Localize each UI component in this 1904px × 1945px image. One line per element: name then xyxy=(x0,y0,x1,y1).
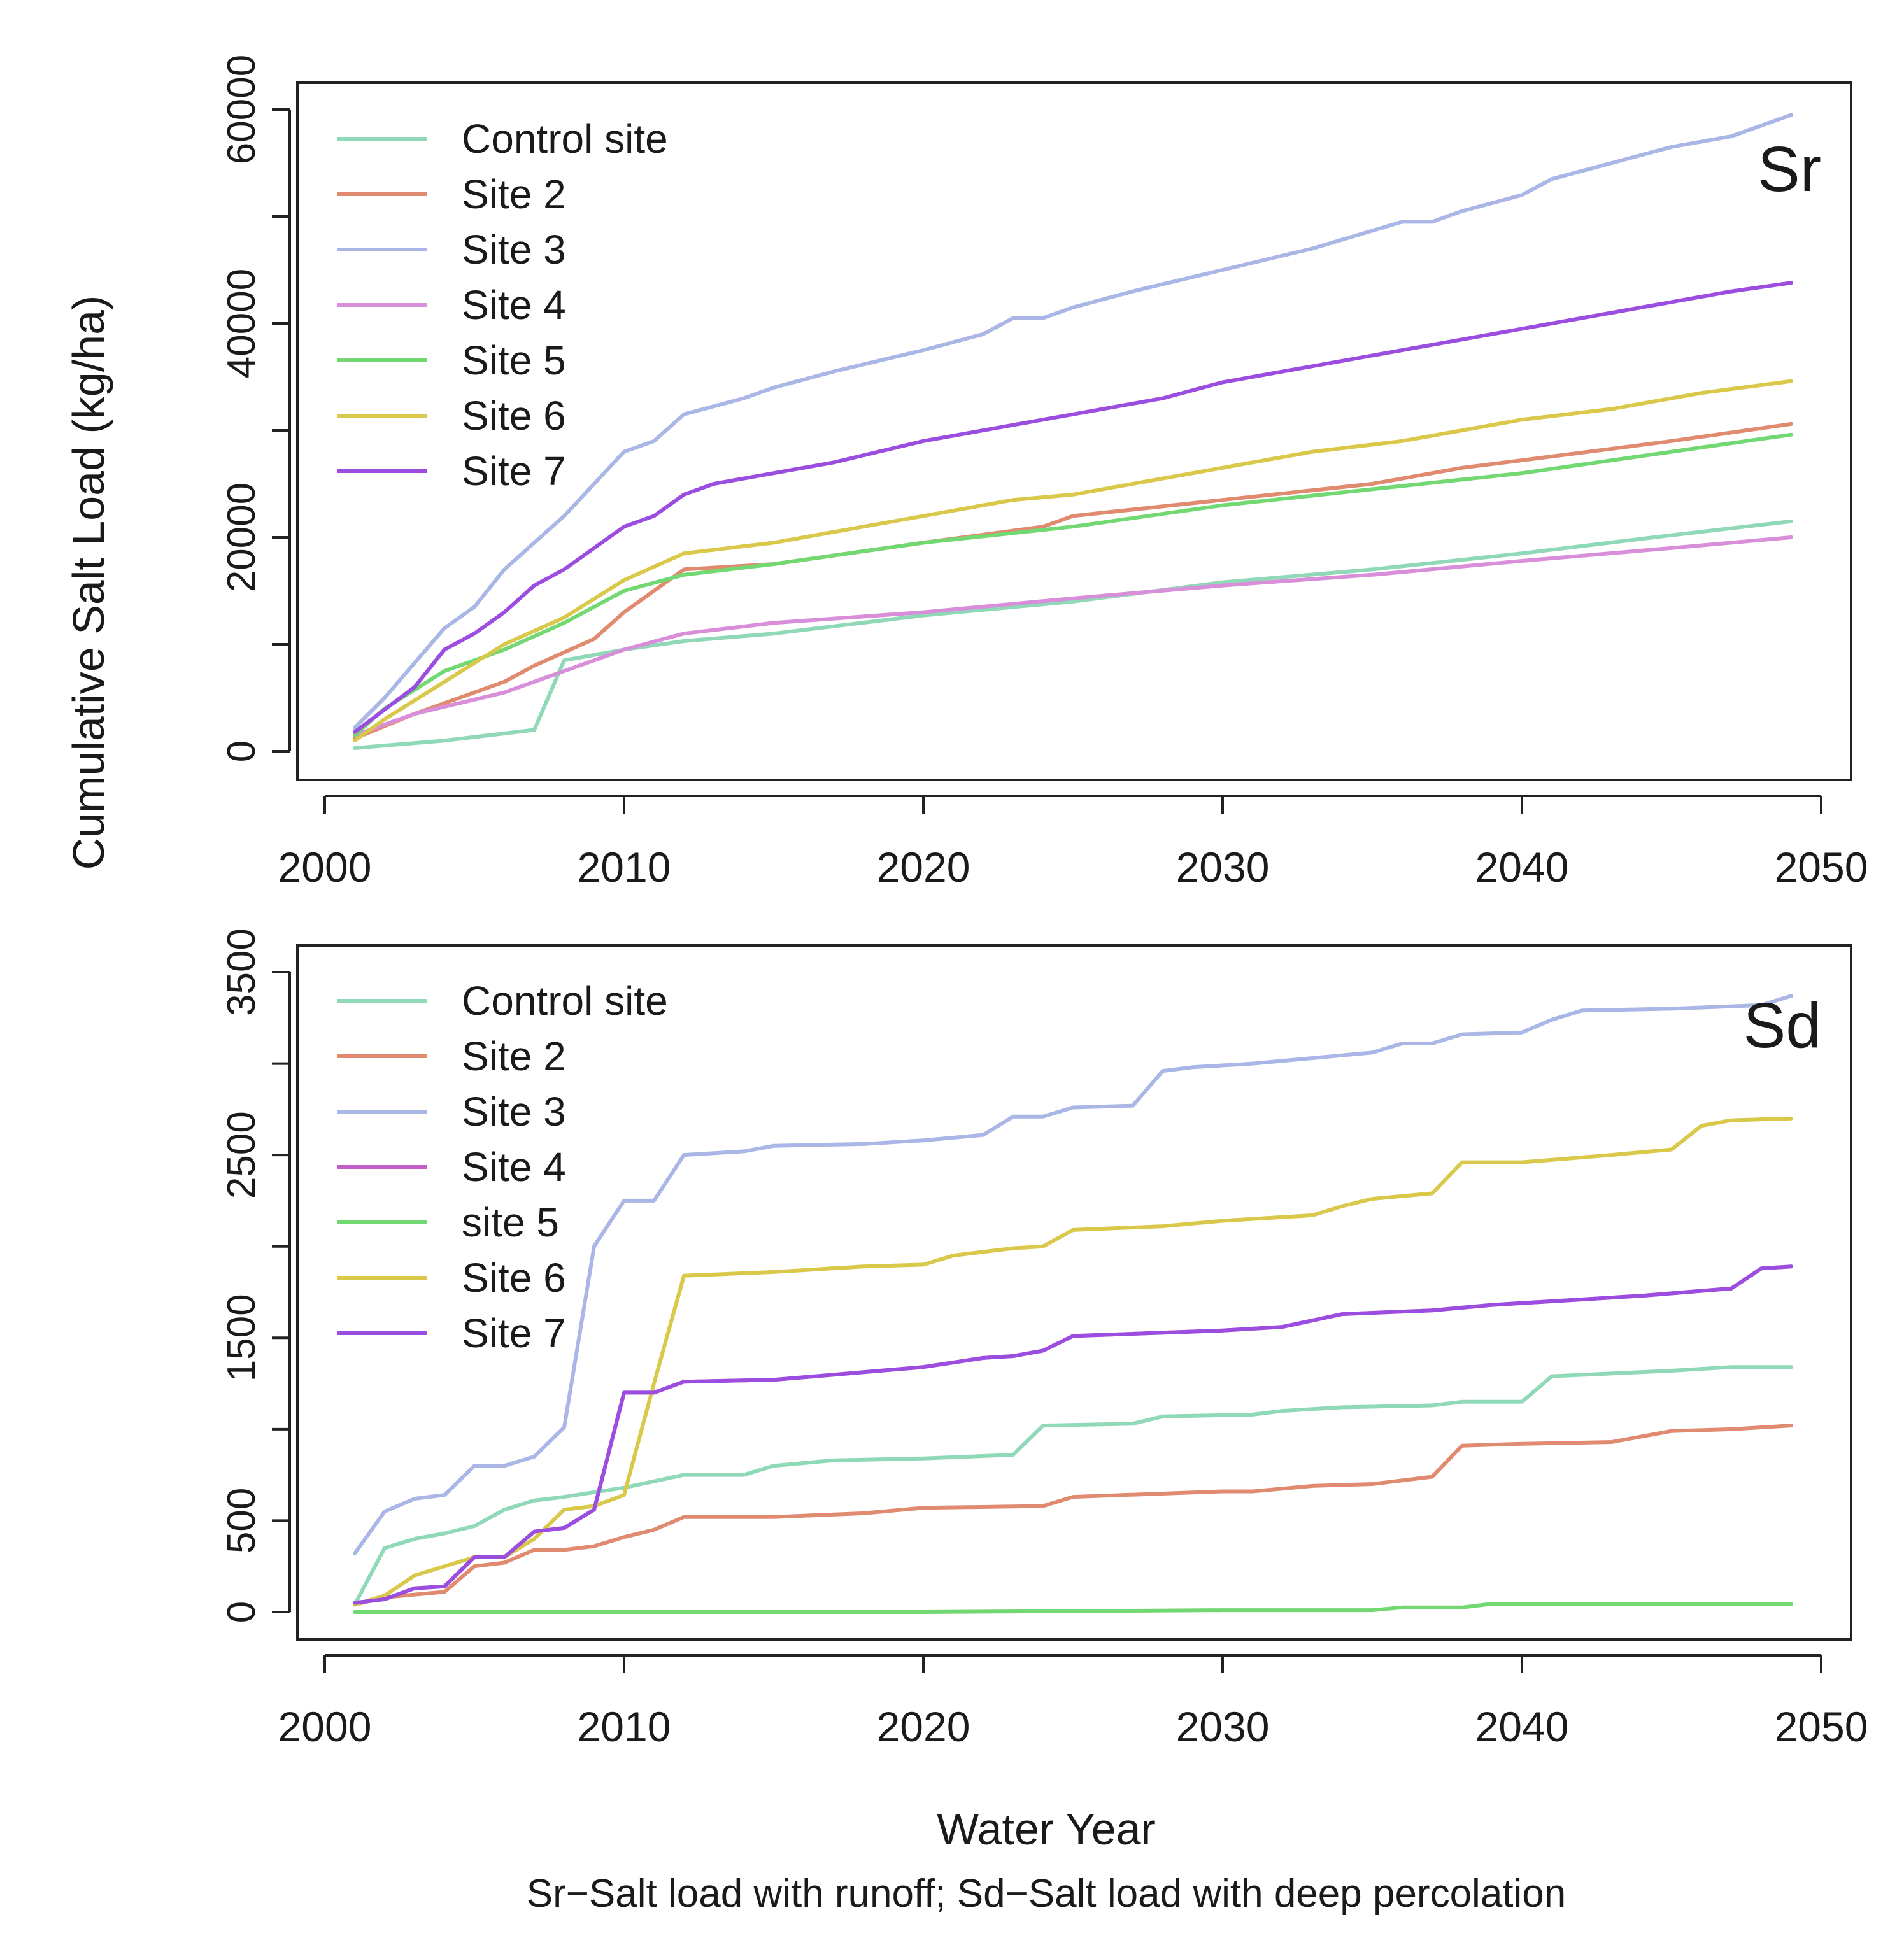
x-tick-label: 2040 xyxy=(1475,1703,1569,1750)
y-tick-label: 20000 xyxy=(220,483,264,592)
series-line: Site 5 xyxy=(353,432,1793,737)
legend-label: Site 4 xyxy=(462,1144,566,1190)
legend-label: Site 5 xyxy=(462,337,566,383)
legend-label: Site 7 xyxy=(462,1310,566,1356)
panel-sd: 2000 2010 2020 2030 2040 2050 0 500 1500 2500 3500… xyxy=(220,928,1868,1750)
legend-label: site 5 xyxy=(462,1199,559,1245)
y-tick-label: 1500 xyxy=(220,1294,264,1382)
x-tick-label: 2010 xyxy=(578,1703,671,1750)
legend-label: Site 4 xyxy=(462,282,566,328)
x-tick-label: 2030 xyxy=(1176,844,1270,891)
legend-label: Control site xyxy=(462,116,668,162)
legend-label: Site 2 xyxy=(462,1033,566,1079)
figure-caption: Sr−Salt load with runoff; Sd−Salt load w… xyxy=(527,1872,1567,1916)
legend-label: Control site xyxy=(462,978,668,1024)
x-tick-label: 2010 xyxy=(578,844,671,891)
series-line: Site 7 xyxy=(353,281,1793,734)
legend-label: Site 3 xyxy=(462,1089,566,1135)
x-tick-label: 2020 xyxy=(877,1703,970,1750)
y-tick-label: 0 xyxy=(220,1601,264,1623)
y-tick-label: 3500 xyxy=(220,928,264,1016)
x-tick-label: 2000 xyxy=(278,1703,372,1750)
legend-label: Site 2 xyxy=(462,171,566,217)
series-line: Site 4 xyxy=(353,1264,1793,1605)
y-tick-label: 60000 xyxy=(220,55,264,164)
y-tick-label: 40000 xyxy=(220,269,264,378)
x-tick-label: 2020 xyxy=(877,844,970,891)
legend-label: Site 6 xyxy=(462,393,566,439)
x-tick-label: 2030 xyxy=(1176,1703,1270,1750)
x-tick-label: 2050 xyxy=(1775,1703,1868,1750)
plot-frame xyxy=(296,81,1852,781)
x-axis-label: Water Year xyxy=(937,1804,1156,1854)
y-axis-label: Cumulative Salt Load (kg/ha) xyxy=(64,295,113,870)
series-line: site 5 xyxy=(353,1602,1793,1614)
series-line: Site 6 xyxy=(353,1116,1793,1607)
plot-frame xyxy=(296,944,1852,1641)
panel-label: Sr xyxy=(1758,134,1821,205)
x-tick-label: 2000 xyxy=(278,844,372,891)
legend-label: Site 3 xyxy=(462,227,566,272)
series-line: Site 7 xyxy=(353,1264,1793,1605)
legend-label: Site 6 xyxy=(462,1255,566,1301)
series-line: Control site xyxy=(353,519,1793,750)
y-tick-label: 500 xyxy=(220,1488,264,1553)
x-tick-label: 2040 xyxy=(1475,844,1569,891)
series-line: Site 3 xyxy=(353,113,1793,730)
series-line: Control site xyxy=(353,1365,1793,1607)
panel-sr: 2000 2010 2020 2030 2040 2050 0 20000 40000 60000… xyxy=(220,55,1868,891)
series-line: Site 3 xyxy=(353,994,1793,1556)
legend-label: Site 7 xyxy=(462,448,566,494)
series-line: Site 4 xyxy=(353,535,1793,737)
series-line: Site 2 xyxy=(353,1424,1793,1607)
panel-label: Sd xyxy=(1744,990,1821,1061)
y-tick-label: 2500 xyxy=(220,1111,264,1199)
x-tick-label: 2050 xyxy=(1775,844,1868,891)
series-line: Site 6 xyxy=(353,379,1793,743)
series-line: Site 2 xyxy=(353,421,1793,740)
y-tick-label: 0 xyxy=(220,740,264,762)
